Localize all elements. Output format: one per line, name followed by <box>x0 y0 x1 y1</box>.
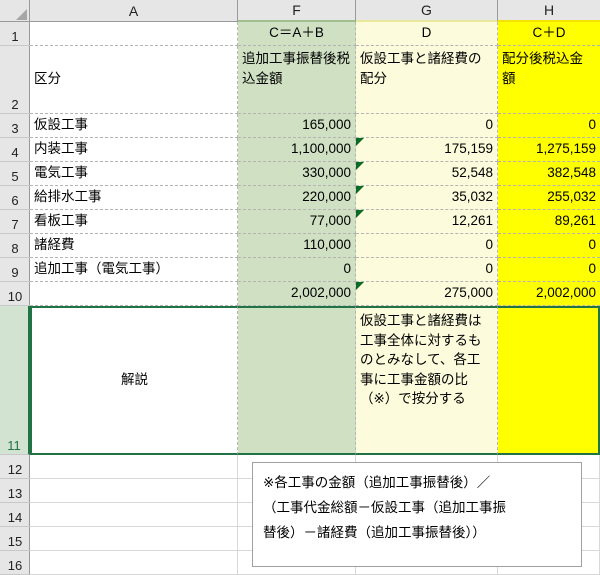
comment-indicator-icon <box>356 162 364 170</box>
cell-a13[interactable] <box>30 479 238 503</box>
table-row: 給排水工事 220,000 35,032 255,032 <box>30 186 600 210</box>
cell-f7[interactable]: 77,000 <box>238 210 356 234</box>
table-header-row: 区分 追加工事振替後税込金額 仮設工事と諸経費の配分 配分後税込金額 <box>30 46 600 114</box>
cell-g11[interactable]: 仮設工事と諸経費は工事全体に対するものとみなして、各工事に工事金額の比（※）で按… <box>356 306 498 455</box>
row-header-11[interactable]: 11 <box>0 306 30 455</box>
cell-f9[interactable]: 0 <box>238 258 356 282</box>
cell-f4[interactable]: 1,100,000 <box>238 138 356 162</box>
row-header-10[interactable]: 10 <box>0 282 30 306</box>
cell-g8[interactable]: 0 <box>356 234 498 258</box>
cell-f6[interactable]: 220,000 <box>238 186 356 210</box>
cell-g10[interactable]: 275,000 <box>356 282 498 306</box>
table-row: 内装工事 1,100,000 175,159 1,275,159 <box>30 138 600 162</box>
cell-a3[interactable]: 仮設工事 <box>30 114 238 138</box>
footnote-line-1: ※各工事の金額（追加工事振替後）／ <box>263 475 491 490</box>
select-all-triangle-icon <box>16 9 27 20</box>
cell-f3[interactable]: 165,000 <box>238 114 356 138</box>
column-header-f[interactable]: F <box>238 0 356 22</box>
row-header-1[interactable]: 1 <box>0 22 30 46</box>
cell-f8[interactable]: 110,000 <box>238 234 356 258</box>
cell-h7[interactable]: 89,261 <box>498 210 600 234</box>
row-header-column: 1 2 3 4 5 6 7 8 9 10 11 12 13 14 15 16 <box>0 22 30 575</box>
row-header-6[interactable]: 6 <box>0 186 30 210</box>
cell-g2[interactable]: 仮設工事と諸経費の配分 <box>356 46 498 114</box>
cell-a1[interactable] <box>30 22 238 46</box>
cell-a2[interactable]: 区分 <box>30 46 238 114</box>
row-header-2[interactable]: 2 <box>0 46 30 114</box>
cell-h4[interactable]: 1,275,159 <box>498 138 600 162</box>
cell-g3[interactable]: 0 <box>356 114 498 138</box>
cell-f10[interactable]: 2,002,000 <box>238 282 356 306</box>
row-header-7[interactable]: 7 <box>0 210 30 234</box>
data-rows-container: 仮設工事 165,000 0 0 内装工事 1,100,000 175,159 1,275,1… <box>30 114 600 306</box>
row-header-8[interactable]: 8 <box>0 234 30 258</box>
cell-a9[interactable]: 追加工事（電気工事） <box>30 258 238 282</box>
table-row: 追加工事（電気工事） 0 0 0 <box>30 258 600 282</box>
cell-h5[interactable]: 382,548 <box>498 162 600 186</box>
cell-h11[interactable] <box>498 306 600 455</box>
column-header-row: A F G H <box>0 0 600 22</box>
table-row: C＝A＋B D C＋D <box>30 22 600 46</box>
cell-h3[interactable]: 0 <box>498 114 600 138</box>
column-header-g[interactable]: G <box>356 0 498 22</box>
row-header-16[interactable]: 16 <box>0 551 30 575</box>
cell-a8[interactable]: 諸経費 <box>30 234 238 258</box>
cell-f2[interactable]: 追加工事振替後税込金額 <box>238 46 356 114</box>
comment-indicator-icon <box>356 210 364 218</box>
cell-a4[interactable]: 内装工事 <box>30 138 238 162</box>
footnote-line-2: （工事代金総額－仮設工事（追加工事振 <box>263 499 506 515</box>
row-header-3[interactable]: 3 <box>0 114 30 138</box>
table-row: 仮設工事 165,000 0 0 <box>30 114 600 138</box>
row-header-9[interactable]: 9 <box>0 258 30 282</box>
cell-f1[interactable]: C＝A＋B <box>238 22 356 46</box>
column-header-h[interactable]: H <box>498 0 600 22</box>
explanation-row: 解説 仮設工事と諸経費は工事全体に対するものとみなして、各工事に工事金額の比（※… <box>30 306 600 455</box>
cell-a7[interactable]: 看板工事 <box>30 210 238 234</box>
cell-h6[interactable]: 255,032 <box>498 186 600 210</box>
comment-indicator-icon <box>356 138 364 146</box>
cell-h8[interactable]: 0 <box>498 234 600 258</box>
row-header-4[interactable]: 4 <box>0 138 30 162</box>
cell-h9[interactable]: 0 <box>498 258 600 282</box>
row-header-12[interactable]: 12 <box>0 455 30 479</box>
cell-a15[interactable] <box>30 527 238 551</box>
cell-g5[interactable]: 52,548 <box>356 162 498 186</box>
cell-g1[interactable]: D <box>356 22 498 46</box>
cell-a16[interactable] <box>30 551 238 575</box>
cell-g9[interactable]: 0 <box>356 258 498 282</box>
comment-indicator-icon <box>356 186 364 194</box>
cell-a11[interactable]: 解説 <box>30 306 238 455</box>
cell-h1[interactable]: C＋D <box>498 22 600 46</box>
cell-g4[interactable]: 175,159 <box>356 138 498 162</box>
cell-f5[interactable]: 330,000 <box>238 162 356 186</box>
cell-a14[interactable] <box>30 503 238 527</box>
cell-h2[interactable]: 配分後税込金額 <box>498 46 600 114</box>
row-header-13[interactable]: 13 <box>0 479 30 503</box>
row-header-14[interactable]: 14 <box>0 503 30 527</box>
cell-a5[interactable]: 電気工事 <box>30 162 238 186</box>
select-all-button[interactable] <box>0 0 30 22</box>
footnote-textbox[interactable]: ※各工事の金額（追加工事振替後）／ （工事代金総額－仮設工事（追加工事振 替後）… <box>252 462 582 567</box>
cell-a12[interactable] <box>30 455 238 479</box>
cell-g7[interactable]: 12,261 <box>356 210 498 234</box>
column-header-a[interactable]: A <box>30 0 238 22</box>
row-header-15[interactable]: 15 <box>0 527 30 551</box>
comment-indicator-icon <box>356 282 364 290</box>
table-row: 諸経費 110,000 0 0 <box>30 234 600 258</box>
table-row: 電気工事 330,000 52,548 382,548 <box>30 162 600 186</box>
footnote-line-3: 替後）－諸経費（追加工事振替後）） <box>263 524 486 540</box>
table-row: 看板工事 77,000 12,261 89,261 <box>30 210 600 234</box>
cell-g6[interactable]: 35,032 <box>356 186 498 210</box>
row-header-5[interactable]: 5 <box>0 162 30 186</box>
cell-a6[interactable]: 給排水工事 <box>30 186 238 210</box>
cell-a10[interactable] <box>30 282 238 306</box>
table-row: 2,002,000 275,000 2,002,000 <box>30 282 600 306</box>
cell-f11[interactable] <box>238 306 356 455</box>
cell-h10[interactable]: 2,002,000 <box>498 282 600 306</box>
